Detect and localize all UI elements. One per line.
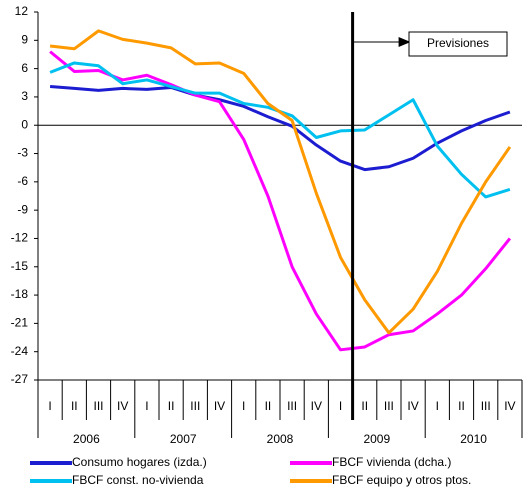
x-tick-label: III (287, 399, 297, 413)
x-tick-label: IV (311, 399, 322, 413)
y-tick-label: 0 (21, 117, 28, 131)
x-tick-label: I (339, 399, 342, 413)
y-tick-label: -15 (11, 259, 29, 273)
x-tick-label: II (71, 399, 78, 413)
year-label: 2007 (170, 432, 197, 446)
x-tick-label: IV (214, 399, 225, 413)
x-tick-label: III (481, 399, 491, 413)
x-tick-label: I (48, 399, 51, 413)
x-tick-label: I (436, 399, 439, 413)
x-tick-label: II (168, 399, 175, 413)
x-tick-label: I (242, 399, 245, 413)
annotation-box (408, 31, 508, 57)
y-tick-label: -24 (11, 344, 29, 358)
year-label: 2009 (363, 432, 390, 446)
year-label: 2010 (460, 432, 487, 446)
y-tick-label: 9 (21, 32, 28, 46)
x-tick-label: III (93, 399, 103, 413)
y-tick-label: -3 (17, 146, 28, 160)
y-tick-label: 12 (15, 4, 29, 18)
legend-label: Consumo hogares (izda.) (72, 455, 207, 469)
y-tick-label: -18 (11, 287, 29, 301)
x-tick-label: IV (504, 399, 515, 413)
x-tick-label: II (265, 399, 272, 413)
x-tick-label: II (458, 399, 465, 413)
x-tick-label: I (145, 399, 148, 413)
y-tick-label: -21 (11, 316, 29, 330)
y-tick-label: 6 (21, 61, 28, 75)
legend-label: FBCF equipo y otros ptos. (332, 473, 471, 487)
forecast-arrowhead (398, 37, 411, 47)
annotation: Previsiones (427, 36, 489, 50)
x-tick-label: II (361, 399, 368, 413)
legend-label: FBCF const. no-vivienda (72, 473, 204, 487)
year-label: 2008 (267, 432, 294, 446)
y-tick-label: -9 (17, 202, 28, 216)
x-tick-label: IV (117, 399, 128, 413)
y-tick-label: -6 (17, 174, 28, 188)
series-line (49, 85, 511, 172)
y-tick-label: 3 (21, 89, 28, 103)
x-tick-label: III (384, 399, 394, 413)
series-line (49, 50, 512, 352)
x-tick-label: III (190, 399, 200, 413)
y-tick-label: -12 (11, 231, 29, 245)
x-tick-label: IV (407, 399, 418, 413)
legend-label: FBCF vivienda (dcha.) (332, 455, 451, 469)
y-tick-label: -27 (11, 372, 29, 386)
series-line (49, 29, 512, 335)
series-line (49, 61, 511, 199)
year-label: 2006 (73, 432, 100, 446)
